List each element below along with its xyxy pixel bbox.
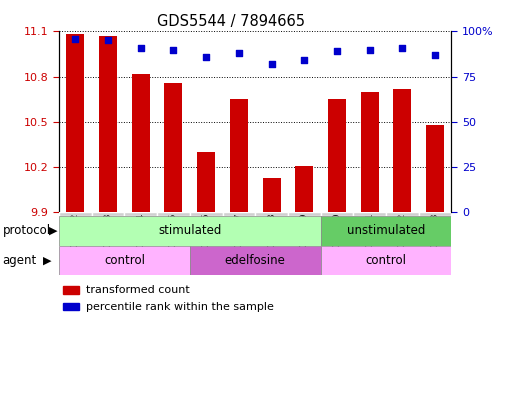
Point — [104, 37, 112, 44]
Bar — [63, 286, 78, 294]
Point — [235, 50, 243, 56]
Text: GSM1084279: GSM1084279 — [300, 213, 309, 273]
Bar — [92, 212, 125, 216]
Bar — [321, 212, 353, 216]
Text: control: control — [366, 254, 406, 267]
Point — [431, 52, 439, 58]
Text: protocol: protocol — [3, 224, 51, 237]
Bar — [230, 99, 248, 212]
Bar — [124, 212, 157, 216]
Bar — [419, 212, 451, 216]
Bar — [426, 125, 444, 212]
Point — [333, 48, 341, 55]
Bar — [66, 35, 84, 212]
Bar — [328, 99, 346, 212]
Text: GSM1084260: GSM1084260 — [332, 213, 342, 273]
Bar — [165, 83, 183, 212]
Text: percentile rank within the sample: percentile rank within the sample — [87, 301, 274, 312]
Bar — [263, 178, 281, 212]
Text: ▶: ▶ — [43, 255, 51, 265]
Bar — [157, 212, 190, 216]
Bar — [361, 92, 379, 212]
Bar — [295, 165, 313, 212]
Point — [300, 57, 308, 64]
Text: GSM1084261: GSM1084261 — [365, 213, 374, 273]
Bar — [386, 212, 419, 216]
Text: GDS5544 / 7894665: GDS5544 / 7894665 — [157, 14, 305, 29]
Point — [267, 61, 275, 67]
Bar — [59, 246, 190, 275]
Text: GSM1084263: GSM1084263 — [430, 213, 440, 273]
Point — [398, 44, 406, 51]
Bar — [197, 152, 215, 212]
Bar — [321, 216, 451, 246]
Text: agent: agent — [3, 254, 37, 267]
Bar — [99, 36, 117, 212]
Text: stimulated: stimulated — [158, 224, 222, 237]
Point — [202, 53, 210, 60]
Text: unstimulated: unstimulated — [347, 224, 425, 237]
Text: edelfosine: edelfosine — [225, 254, 286, 267]
Bar — [132, 73, 150, 212]
Text: GSM1084275: GSM1084275 — [169, 213, 178, 273]
Bar — [255, 212, 288, 216]
Bar — [59, 216, 321, 246]
Text: GSM1084276: GSM1084276 — [202, 213, 211, 273]
Bar — [223, 212, 255, 216]
Text: control: control — [104, 254, 145, 267]
Text: GSM1084272: GSM1084272 — [71, 213, 80, 273]
Text: GSM1084273: GSM1084273 — [104, 213, 112, 273]
Point — [366, 46, 374, 53]
Text: GSM1084278: GSM1084278 — [267, 213, 276, 273]
Bar — [321, 246, 451, 275]
Text: ▶: ▶ — [49, 226, 57, 236]
Bar — [353, 212, 386, 216]
Bar — [190, 212, 223, 216]
Point — [71, 35, 80, 42]
Text: GSM1084262: GSM1084262 — [398, 213, 407, 273]
Bar — [288, 212, 321, 216]
Bar — [59, 212, 92, 216]
Text: GSM1084274: GSM1084274 — [136, 213, 145, 273]
Text: GSM1084277: GSM1084277 — [234, 213, 243, 273]
Bar — [190, 246, 321, 275]
Bar — [393, 89, 411, 212]
Bar — [63, 303, 78, 310]
Point — [169, 46, 177, 53]
Text: transformed count: transformed count — [87, 285, 190, 295]
Point — [136, 44, 145, 51]
